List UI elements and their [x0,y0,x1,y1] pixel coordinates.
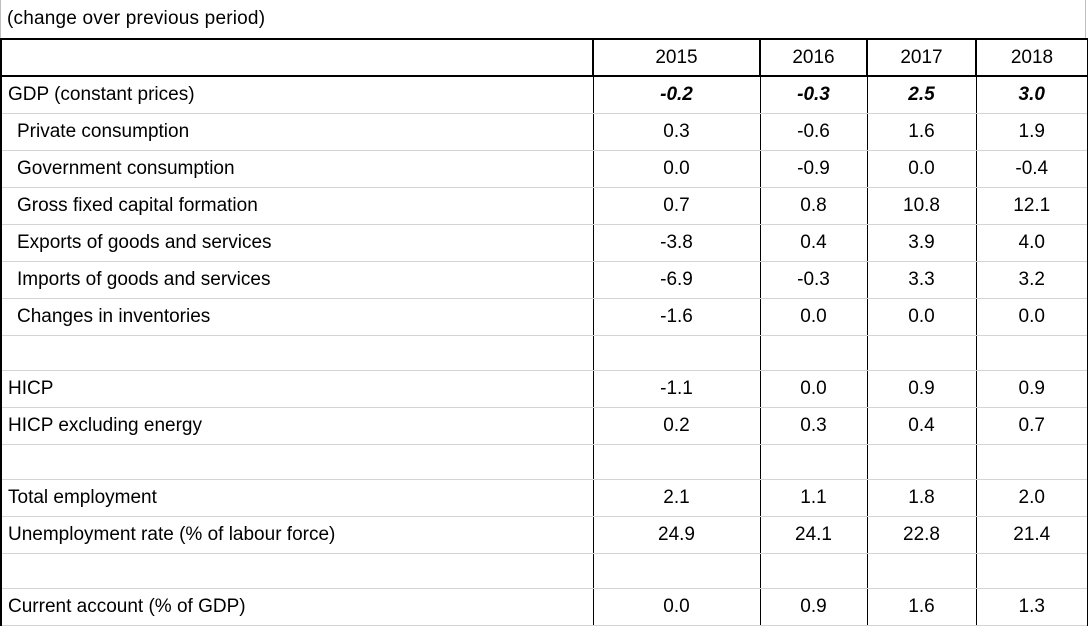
value-cell: 0.9 [975,370,1088,408]
value-cell: 12.1 [975,187,1088,225]
value-cell: -0.2 [592,76,760,114]
row-label [0,553,593,589]
table-row-hicp-excluding-energy: HICP excluding energy 0.2 0.3 0.4 0.7 [0,407,1088,445]
row-label: Current account (% of GDP) [0,588,593,626]
table-row-total-employment: Total employment 2.1 1.1 1.8 2.0 [0,479,1088,517]
row-label: HICP excluding energy [0,407,593,445]
value-cell: -0.3 [759,76,867,114]
table-row-gdp: GDP (constant prices) -0.2 -0.3 2.5 3.0 [0,76,1088,114]
value-cell [975,553,1088,589]
value-cell: 22.8 [866,516,976,554]
table-header-row: 2015 2016 2017 2018 [0,38,1088,77]
row-label: Imports of goods and services [0,261,593,299]
value-cell: 4.0 [975,224,1088,262]
row-label [0,444,593,480]
value-cell: 0.2 [592,407,760,445]
value-cell [975,444,1088,480]
value-cell [759,444,867,480]
value-cell: -0.6 [759,113,867,151]
value-cell [592,335,760,371]
value-cell: -0.4 [975,150,1088,188]
value-cell: 1.9 [975,113,1088,151]
table-row-current-account: Current account (% of GDP) 0.0 0.9 1.6 1… [0,588,1088,626]
year-header-2017: 2017 [866,38,976,77]
value-cell: -3.8 [592,224,760,262]
value-cell [975,335,1088,371]
row-label: Private consumption [0,113,593,151]
value-cell: 24.1 [759,516,867,554]
value-cell [866,553,976,589]
value-cell: 1.1 [759,479,867,517]
table-row-government-consumption: Government consumption 0.0 -0.9 0.0 -0.4 [0,150,1088,188]
value-cell: 0.9 [866,370,976,408]
value-cell: 21.4 [975,516,1088,554]
value-cell: 3.2 [975,261,1088,299]
value-cell: 0.7 [975,407,1088,445]
value-cell [592,444,760,480]
value-cell: 1.6 [866,588,976,626]
value-cell: 0.7 [592,187,760,225]
header-label-cell [0,38,593,77]
value-cell: 10.8 [866,187,976,225]
value-cell: -1.6 [592,298,760,336]
value-cell: 0.4 [759,224,867,262]
table-row-spacer [0,553,1088,589]
table-row-unemployment-rate: Unemployment rate (% of labour force) 24… [0,516,1088,554]
value-cell: 1.6 [866,113,976,151]
value-cell: -6.9 [592,261,760,299]
value-cell: 3.3 [866,261,976,299]
row-label: Government consumption [0,150,593,188]
value-cell: 0.0 [866,150,976,188]
forecast-table: 2015 2016 2017 2018 GDP (constant prices… [0,38,1088,626]
value-cell: 0.3 [759,407,867,445]
table-row-exports: Exports of goods and services -3.8 0.4 3… [0,224,1088,262]
row-label: Changes in inventories [0,298,593,336]
value-cell: 0.0 [866,298,976,336]
row-label: Total employment [0,479,593,517]
value-cell: 0.3 [592,113,760,151]
value-cell: 0.0 [759,298,867,336]
value-cell: 0.0 [592,150,760,188]
value-cell: 3.0 [975,76,1088,114]
value-cell [759,335,867,371]
row-label: Unemployment rate (% of labour force) [0,516,593,554]
row-label: GDP (constant prices) [0,76,593,114]
value-cell: -0.3 [759,261,867,299]
value-cell: 1.8 [866,479,976,517]
table-row-imports: Imports of goods and services -6.9 -0.3 … [0,261,1088,299]
year-header-2016: 2016 [759,38,867,77]
value-cell: 0.4 [866,407,976,445]
table-caption: (change over previous period) [0,0,1086,38]
value-cell: 2.5 [866,76,976,114]
value-cell: 0.0 [975,298,1088,336]
table-row-hicp: HICP -1.1 0.0 0.9 0.9 [0,370,1088,408]
year-header-2018: 2018 [975,38,1088,77]
value-cell: 2.0 [975,479,1088,517]
year-header-2015: 2015 [592,38,760,77]
row-label: Gross fixed capital formation [0,187,593,225]
value-cell [592,553,760,589]
value-cell: 0.0 [759,370,867,408]
table-row-spacer [0,444,1088,480]
value-cell: -1.1 [592,370,760,408]
value-cell [759,553,867,589]
table-row-private-consumption: Private consumption 0.3 -0.6 1.6 1.9 [0,113,1088,151]
value-cell: 24.9 [592,516,760,554]
table-row-gross-fixed-capital-formation: Gross fixed capital formation 0.7 0.8 10… [0,187,1088,225]
value-cell: 3.9 [866,224,976,262]
value-cell: 2.1 [592,479,760,517]
value-cell [866,335,976,371]
row-label [0,335,593,371]
value-cell: 1.3 [975,588,1088,626]
table-row-spacer [0,335,1088,371]
value-cell: 0.8 [759,187,867,225]
value-cell: 0.9 [759,588,867,626]
value-cell: 0.0 [592,588,760,626]
value-cell [866,444,976,480]
row-label: Exports of goods and services [0,224,593,262]
table-row-inventories: Changes in inventories -1.6 0.0 0.0 0.0 [0,298,1088,336]
value-cell: -0.9 [759,150,867,188]
row-label: HICP [0,370,593,408]
